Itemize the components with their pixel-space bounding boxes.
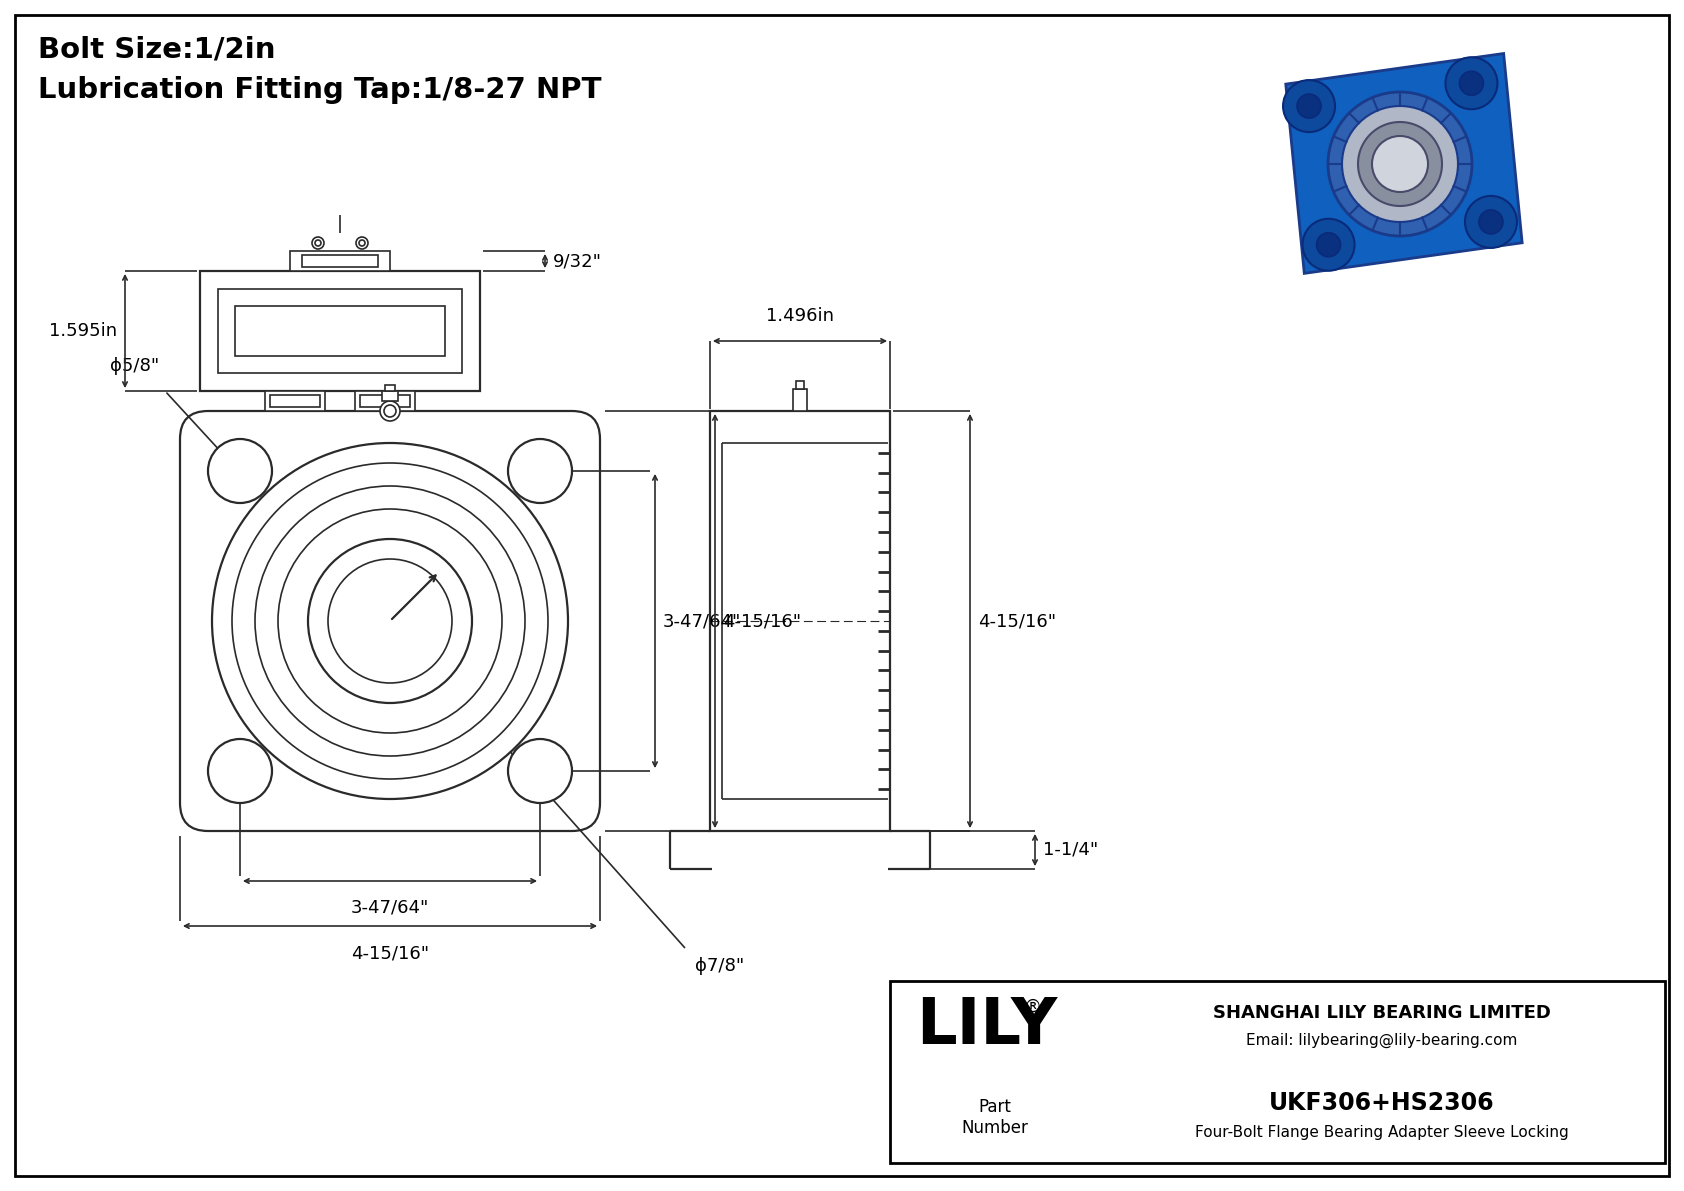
- Circle shape: [509, 439, 573, 503]
- Text: ϕ5/8": ϕ5/8": [109, 357, 160, 375]
- Circle shape: [381, 401, 401, 420]
- Text: Part
Number: Part Number: [962, 1098, 1027, 1137]
- Text: 1-1/4": 1-1/4": [1042, 841, 1098, 859]
- Bar: [360, 395, 409, 407]
- Circle shape: [355, 237, 369, 249]
- Circle shape: [1329, 92, 1472, 236]
- Bar: [793, 389, 807, 411]
- Circle shape: [359, 241, 365, 247]
- Circle shape: [212, 443, 568, 799]
- Text: Bolt Size:1/2in: Bolt Size:1/2in: [39, 36, 276, 64]
- Circle shape: [209, 439, 273, 503]
- Circle shape: [1297, 94, 1320, 118]
- Circle shape: [278, 509, 502, 732]
- Bar: [200, 272, 480, 391]
- Bar: [236, 306, 445, 356]
- Text: Email: lilybearing@lily-bearing.com: Email: lilybearing@lily-bearing.com: [1246, 1033, 1517, 1048]
- Circle shape: [308, 540, 472, 703]
- Text: ®: ®: [1024, 998, 1042, 1016]
- Text: 3-47/64": 3-47/64": [350, 899, 429, 917]
- Circle shape: [1372, 136, 1428, 192]
- Circle shape: [328, 559, 451, 682]
- Bar: [711, 411, 891, 831]
- Bar: [891, 981, 1665, 1162]
- Bar: [797, 381, 803, 389]
- Text: 4-15/16": 4-15/16": [350, 944, 429, 962]
- Text: 4-15/16": 4-15/16": [978, 612, 1056, 630]
- Circle shape: [312, 237, 323, 249]
- Circle shape: [209, 738, 273, 803]
- Bar: [386, 385, 396, 391]
- Circle shape: [1283, 80, 1335, 132]
- Circle shape: [1479, 210, 1502, 233]
- Text: 9/32": 9/32": [552, 252, 601, 270]
- FancyBboxPatch shape: [180, 411, 600, 831]
- Bar: [264, 391, 325, 411]
- Bar: [382, 391, 397, 401]
- Text: 1.595in: 1.595in: [49, 322, 116, 339]
- Text: 1.496in: 1.496in: [766, 307, 834, 325]
- Circle shape: [254, 486, 525, 756]
- Bar: [301, 255, 377, 267]
- Text: Four-Bolt Flange Bearing Adapter Sleeve Locking: Four-Bolt Flange Bearing Adapter Sleeve …: [1196, 1125, 1569, 1140]
- Polygon shape: [1287, 54, 1522, 274]
- Bar: [290, 251, 391, 272]
- Circle shape: [232, 463, 547, 779]
- Circle shape: [315, 241, 322, 247]
- Circle shape: [384, 405, 396, 417]
- Circle shape: [1465, 195, 1517, 248]
- Circle shape: [509, 738, 573, 803]
- Text: LILY: LILY: [916, 996, 1058, 1058]
- Circle shape: [1445, 57, 1497, 110]
- Circle shape: [1302, 219, 1354, 270]
- Text: Lubrication Fitting Tap:1/8-27 NPT: Lubrication Fitting Tap:1/8-27 NPT: [39, 76, 601, 104]
- Bar: [269, 395, 320, 407]
- Circle shape: [1317, 232, 1340, 257]
- Text: SHANGHAI LILY BEARING LIMITED: SHANGHAI LILY BEARING LIMITED: [1212, 1004, 1551, 1022]
- Circle shape: [1357, 121, 1442, 206]
- Circle shape: [1342, 106, 1458, 222]
- Text: 3-47/64": 3-47/64": [663, 612, 741, 630]
- Bar: [217, 289, 461, 373]
- Text: ϕ7/8": ϕ7/8": [695, 958, 744, 975]
- Text: UKF306+HS2306: UKF306+HS2306: [1270, 1091, 1495, 1115]
- Bar: [355, 391, 414, 411]
- Text: 4-15/16": 4-15/16": [722, 612, 802, 630]
- Circle shape: [1460, 71, 1484, 95]
